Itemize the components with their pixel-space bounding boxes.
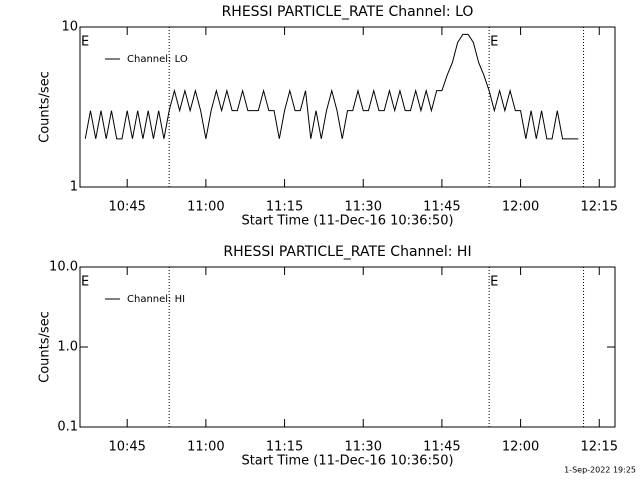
x-tick-label: 11:30 bbox=[345, 200, 382, 215]
y-axis-label: Counts/sec bbox=[38, 311, 53, 383]
annotation: E bbox=[490, 35, 498, 50]
footer: 1-Sep-2022 19:25 bbox=[564, 466, 636, 475]
annotation: E bbox=[81, 35, 89, 50]
x-tick-label: 11:45 bbox=[423, 200, 460, 215]
x-tick-label: 12:00 bbox=[502, 200, 539, 215]
x-tick-label: 12:15 bbox=[581, 440, 618, 455]
x-axis-label: Start Time (11-Dec-16 10:36:50) bbox=[241, 214, 453, 229]
x-tick-label: 10:45 bbox=[108, 200, 145, 215]
x-tick-label: 11:00 bbox=[187, 440, 224, 455]
legend-label: Channel: LO bbox=[127, 54, 188, 65]
chart-title: RHESSI PARTICLE_RATE Channel: LO bbox=[222, 4, 474, 20]
x-tick-label: 11:00 bbox=[187, 200, 224, 215]
annotation: E bbox=[490, 275, 498, 290]
x-tick-label: 10:45 bbox=[108, 440, 145, 455]
chart-title: RHESSI PARTICLE_RATE Channel: HI bbox=[223, 244, 471, 260]
x-tick-label: 11:45 bbox=[423, 440, 460, 455]
plot-frame bbox=[79, 26, 616, 188]
y-tick-label: 10.0 bbox=[49, 260, 78, 275]
x-tick-label: 12:15 bbox=[581, 200, 618, 215]
y-tick-label: 0.1 bbox=[57, 420, 78, 435]
annotation: E bbox=[81, 275, 89, 290]
y-tick-label: 1 bbox=[70, 180, 78, 195]
legend-label: Channel: HI bbox=[127, 294, 185, 305]
y-tick-label: 1.0 bbox=[57, 340, 78, 355]
x-tick-label: 12:00 bbox=[502, 440, 539, 455]
x-tick-label: 11:15 bbox=[266, 440, 303, 455]
x-tick-label: 11:15 bbox=[266, 200, 303, 215]
y-axis-label: Counts/sec bbox=[38, 71, 53, 143]
y-tick-label: 10 bbox=[61, 20, 78, 35]
plot-frame bbox=[79, 266, 616, 428]
x-axis-label: Start Time (11-Dec-16 10:36:50) bbox=[241, 454, 453, 469]
x-tick-label: 11:30 bbox=[345, 440, 382, 455]
data-line bbox=[84, 33, 579, 140]
